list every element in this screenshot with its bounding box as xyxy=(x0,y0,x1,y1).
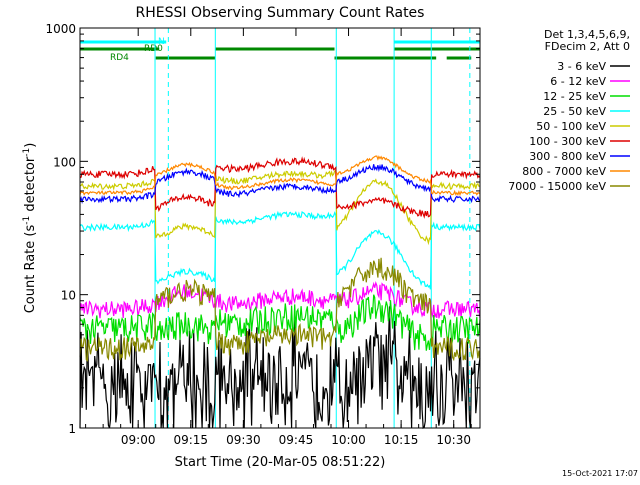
y-label-sup1: -1 xyxy=(22,216,32,225)
x-tick-label: 09:45 xyxy=(279,433,314,447)
series-line-8007000kev xyxy=(79,155,481,197)
flag-label-n: N xyxy=(158,37,165,47)
flag-label-rd0: RD0 xyxy=(144,44,163,54)
legend-entry-label: 50 - 100 keV xyxy=(536,120,606,133)
x-tick-label: 09:00 xyxy=(121,433,156,447)
legend-entry-label: 800 - 7000 keV xyxy=(522,165,606,178)
y-label-end: ) xyxy=(23,143,38,148)
series-line-300800kev xyxy=(79,163,481,204)
legend-header-line: FDecim 2, Att 0 xyxy=(545,40,630,53)
y-tick-label: 1 xyxy=(68,422,76,436)
timestamp: 15-Oct-2021 17:07 xyxy=(562,469,638,478)
legend-entry-label: 6 - 12 keV xyxy=(550,75,606,88)
y-axis-label: Count Rate (s-1 detector-1) xyxy=(22,143,38,314)
legend-entry-label: 300 - 800 keV xyxy=(529,150,606,163)
legend-entry-label: 12 - 25 keV xyxy=(543,90,606,103)
chart-title: RHESSI Observing Summary Count Rates xyxy=(136,5,425,21)
legend-entry-label: 7000 - 15000 keV xyxy=(508,180,606,193)
series-line-36kev xyxy=(79,306,481,429)
series-line-50100kev xyxy=(79,169,481,246)
series-line-1225kev xyxy=(79,294,481,351)
series-group xyxy=(79,155,481,429)
series-line-2550kev xyxy=(79,210,481,290)
flag-label-rd4: RD4 xyxy=(110,53,129,63)
legend-entry-label: 100 - 300 keV xyxy=(529,135,606,148)
legend: Det 1,3,4,5,6,9,FDecim 2, Att 0 3 - 6 keV… xyxy=(508,28,630,193)
y-tick-label: 100 xyxy=(53,155,76,169)
series-line-100300kev xyxy=(79,156,481,219)
legend-entry-label: 25 - 50 keV xyxy=(543,105,606,118)
x-axis-label: Start Time (20-Mar-05 08:51:22) xyxy=(175,455,386,470)
y-label-main: Count Rate (s xyxy=(23,225,38,314)
y-tick-label: 10 xyxy=(61,289,76,303)
series-line-612kev xyxy=(79,281,481,319)
x-tick-label: 10:30 xyxy=(436,433,471,447)
x-tick-label: 09:15 xyxy=(173,433,208,447)
x-tick-label: 10:00 xyxy=(331,433,366,447)
x-tick-label: 10:15 xyxy=(384,433,419,447)
plot-frame xyxy=(79,27,481,429)
legend-entry-label: 3 - 6 keV xyxy=(557,60,606,73)
plot-background xyxy=(80,28,480,428)
y-tick-label: 1000 xyxy=(45,22,76,36)
axes: 09:00 09:15 09:30 09:45 10:00 10:15 10:30 1 10 10… xyxy=(45,22,481,447)
legend-header-line: Det 1,3,4,5,6,9, xyxy=(544,28,630,41)
y-label-sup2: -1 xyxy=(22,148,32,157)
x-tick-label: 09:30 xyxy=(226,433,261,447)
y-label-mid: detector xyxy=(23,156,38,216)
series-line-700015000kev xyxy=(79,257,481,362)
plot-area xyxy=(80,28,480,428)
